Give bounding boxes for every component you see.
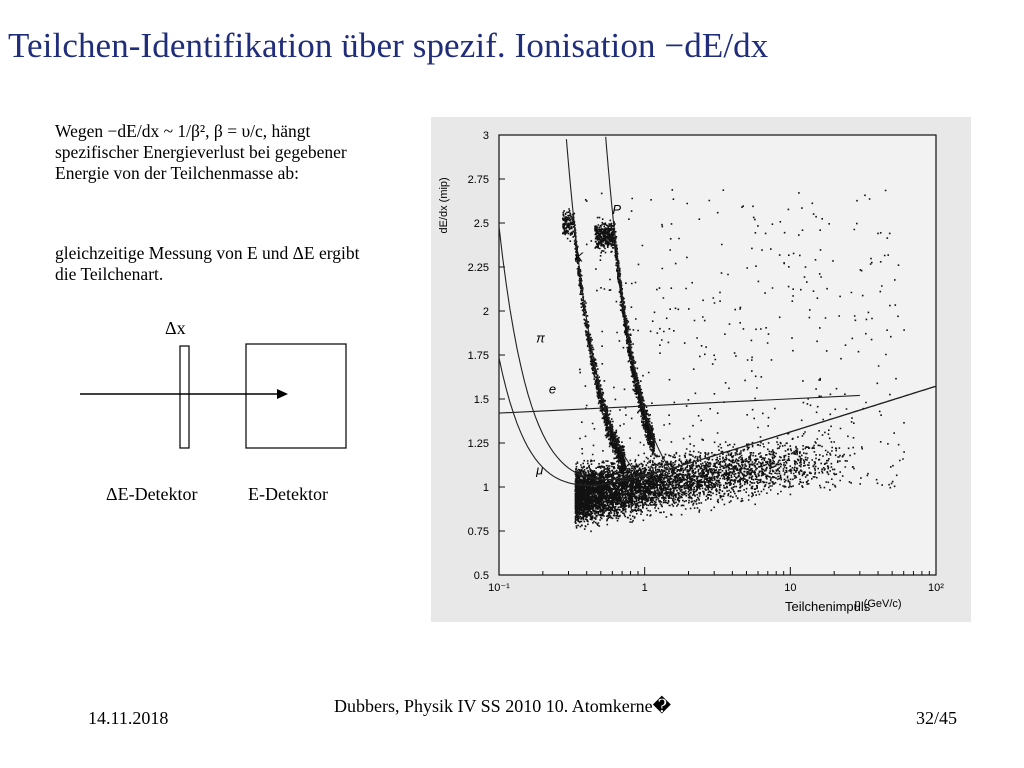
x-tick-label: 10⁻¹ [488, 582, 510, 594]
curve-electron [498, 394, 860, 414]
x-tick-label: 10² [928, 582, 944, 594]
band-label: μ [535, 463, 543, 478]
text-paragraph-2: gleichzeitige Messung von E und ΔE ergib… [55, 243, 360, 284]
y-tick-label: 1.75 [468, 350, 489, 362]
y-tick-label: 2.5 [474, 218, 489, 230]
y-tick-label: 2.75 [468, 174, 489, 186]
delta-e-detector-label: ΔE-Detektor [106, 484, 198, 504]
footer-page-number: 32/45 [916, 708, 958, 728]
slide-title: Teilchen-Identifikation über spezif. Ion… [8, 26, 769, 65]
band-label: K [575, 250, 585, 265]
band-label: π [536, 331, 545, 346]
dedx-plot-svg: 0.5 0.75 1 1.25 1.5 1.75 2 2.25 2.5 2.75 3 dE/dx (m… [438, 130, 944, 610]
curve-kaon [565, 139, 646, 481]
y-tick-label: 1.25 [468, 438, 489, 450]
x-axis-label: p (GeV/c) [854, 598, 901, 610]
y-tick-label: 2.25 [468, 262, 489, 274]
e-detector-label: E-Detektor [248, 484, 328, 504]
y-axis-label: dE/dx (mip) [438, 177, 450, 233]
x-annotation: Teilchenimpuls [785, 599, 871, 614]
y-tick-label: 3 [483, 130, 489, 142]
scatter-points [562, 189, 905, 533]
y-tick-label: 0.75 [468, 526, 489, 538]
footer-date: 14.11.2018 [88, 708, 169, 728]
x-tick-label: 10 [784, 582, 796, 594]
y-tick-label: 1 [483, 482, 489, 494]
text-paragraph-1: Wegen −dE/dx ~ 1/β², β = υ/c, hängt spez… [55, 121, 347, 183]
y-tick-label: 2 [483, 306, 489, 318]
footer-center: Dubbers, Physik IV SS 2010 10. Atomkerne… [334, 696, 672, 716]
e-detector-box [245, 343, 347, 449]
band-label: e [549, 382, 556, 397]
band-label: P [612, 202, 621, 217]
delta-e-detector-box [179, 345, 190, 449]
dedx-plot: 0.5 0.75 1 1.25 1.5 1.75 2 2.25 2.5 2.75 3 dE/dx (m… [431, 117, 971, 622]
delta-x-label: Δx [165, 318, 186, 338]
curve-proton [605, 136, 675, 475]
y-tick-label: 0.5 [474, 570, 489, 582]
arrow-head-icon [277, 389, 288, 399]
plot-frame [498, 134, 937, 576]
y-tick-label: 1.5 [474, 394, 489, 406]
curve-muon [498, 357, 937, 486]
x-tick-label: 1 [642, 582, 648, 594]
